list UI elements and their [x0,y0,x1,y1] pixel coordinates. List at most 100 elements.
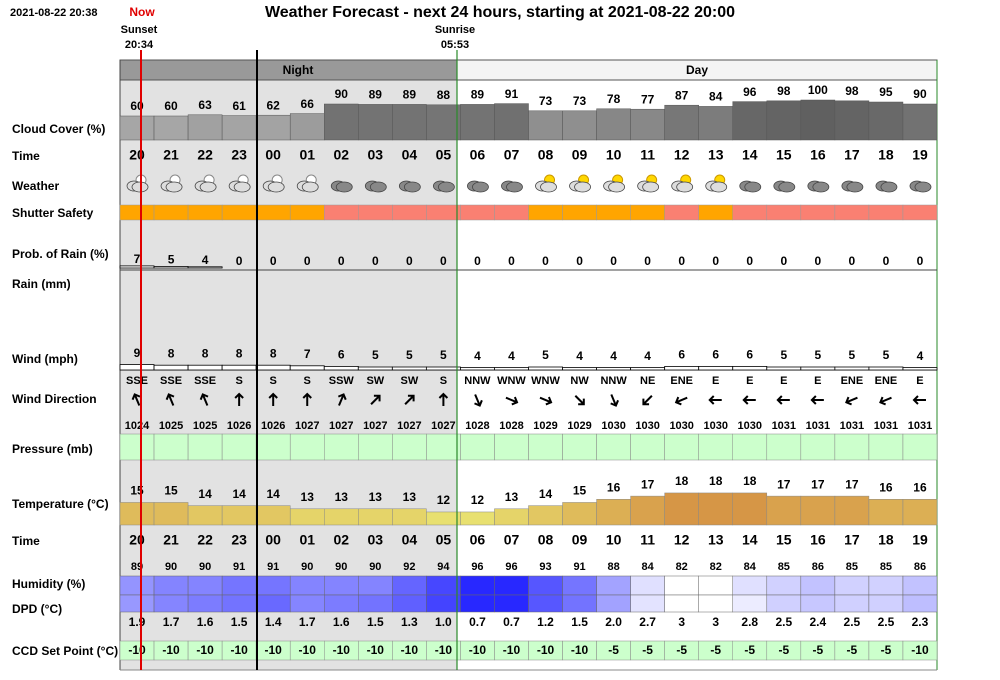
cloud [608,181,626,193]
wind-bar [698,365,734,371]
cloud [880,181,898,193]
hour: 01 [299,147,315,163]
wind-value: 6 [338,348,345,362]
pressure-cell [800,433,836,461]
temperature-bar [392,508,427,526]
cloud-bar [902,103,938,141]
wind-bar [119,364,155,371]
row-label: DPD (°C) [12,602,62,616]
cloud-value: 84 [709,90,723,104]
pressure-value: 1027 [363,420,387,432]
weather-icon [909,180,932,193]
humidity-cell [800,575,836,596]
wind-arrow [742,395,756,405]
wind-direction: WNW [497,375,526,387]
hour: 06 [470,532,486,548]
hour: 19 [912,147,928,163]
temperature-value: 12 [437,493,451,507]
row-label: Wind Direction [12,392,97,406]
pressure-value: 1024 [125,420,150,432]
wind-direction: SSE [160,375,182,387]
dpd-cell [868,594,904,613]
arrow-shape [610,394,619,407]
shutter-cell [902,204,938,221]
arrow-shape [165,393,175,406]
arrow-shape [674,396,688,406]
cloud-bar [596,108,631,141]
shutter-cell [119,204,155,221]
wind-arrow [505,396,519,406]
wind-direction: E [814,375,821,387]
shutter-cell [834,204,870,221]
wind-direction: NE [640,375,655,387]
wind-bar [425,366,461,371]
temperature-value: 18 [743,474,757,488]
wind-bar [494,367,529,371]
wind-value: 4 [917,349,924,363]
temperature-bar [528,505,563,526]
wind-arrow [438,392,449,406]
temperature-value: 14 [267,487,281,501]
humidity-value: 86 [812,561,824,573]
row-label: Weather [12,179,59,193]
ccd-value: -10 [265,643,283,657]
temperature-value: 13 [301,490,315,504]
dpd-value: 2.3 [912,615,929,629]
dpd-value: 1.2 [537,615,554,629]
ccd-value: -5 [881,643,892,657]
wind-arrow [165,393,175,406]
wind-direction: S [304,375,311,387]
temperature-value: 14 [198,487,212,501]
dpd-cell [324,594,359,613]
dpd-cell [528,594,563,613]
ccd-value: -10 [469,643,487,657]
dpd-cell [664,594,699,613]
ccd-value: -10 [911,643,929,657]
pressure-value: 1031 [806,420,830,432]
ccd-value: -10 [230,643,248,657]
arrow-shape [131,393,141,406]
rain-prob-value: 0 [508,254,515,268]
night-label: Night [283,63,314,77]
row-label: Time [12,149,40,163]
rain-prob-value: 5 [168,253,175,267]
dpd-value: 2.5 [844,615,861,629]
humidity-cell [187,575,223,596]
wind-value: 5 [849,348,856,362]
hour: 11 [640,532,655,548]
temperature-bar [698,492,733,526]
arrow-shape [642,395,653,406]
shutter-cell [392,204,427,221]
wind-arrow [879,396,892,406]
ccd-value: -10 [503,643,521,657]
cloud-value: 73 [539,94,553,108]
rain-prob-bar [119,265,155,269]
ccd-value: -10 [537,643,555,657]
cloud-bar [868,101,904,141]
dpd-value: 2.0 [605,615,622,629]
hour: 14 [742,532,758,548]
humidity-cell [358,575,393,596]
temperature-value: 13 [335,490,349,504]
pressure-value: 1025 [193,420,217,432]
hour: 02 [333,532,349,548]
dpd-value: 3 [712,615,719,629]
dpd-value: 1.6 [333,615,350,629]
cloud-bar [221,115,257,141]
row-label: Time [12,534,40,548]
temperature-bar [460,511,495,526]
wind-bar [902,367,938,371]
pressure-cell [834,433,870,461]
pressure-value: 1031 [874,420,898,432]
shutter-cell [460,204,495,221]
cloud [403,181,421,193]
temperature-value: 16 [879,480,893,494]
humidity-cell [868,575,904,596]
rain-prob-value: 0 [610,254,617,268]
rain-prob-value: 0 [678,254,685,268]
arrow-shape [505,396,519,406]
wind-value: 5 [406,348,413,362]
wind-arrow [199,393,209,406]
dpd-value: 1.3 [401,615,418,629]
ccd-value: -10 [162,643,180,657]
